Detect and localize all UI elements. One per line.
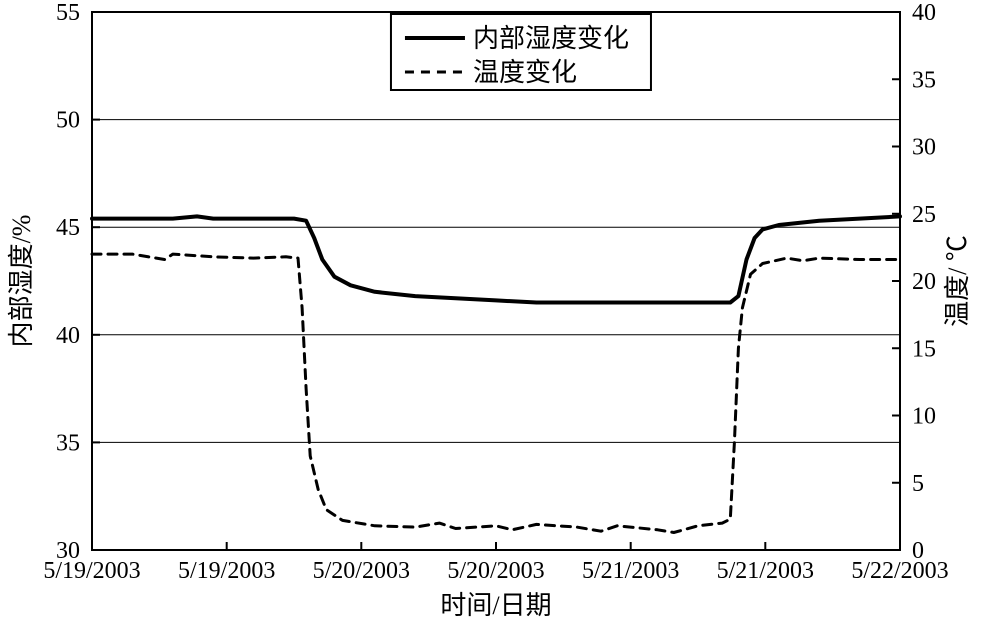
y-left-tick-label: 40 xyxy=(56,323,80,349)
legend-label: 内部湿度变化 xyxy=(473,24,629,53)
x-tick-label: 5/21/2003 xyxy=(717,558,814,584)
x-tick-label: 5/21/2003 xyxy=(582,558,679,584)
y-right-tick-label: 25 xyxy=(912,202,936,228)
chart-svg: 30354045505505101520253035405/19/20035/1… xyxy=(0,0,995,635)
x-tick-label: 5/19/2003 xyxy=(43,558,140,584)
y-left-tick-label: 55 xyxy=(56,0,80,26)
y-left-axis-label: 内部湿度/% xyxy=(7,215,36,348)
chart-container: 30354045505505101520253035405/19/20035/1… xyxy=(0,0,995,635)
y-right-tick-label: 30 xyxy=(912,135,936,161)
x-tick-label: 5/20/2003 xyxy=(447,558,544,584)
y-right-tick-label: 40 xyxy=(912,0,936,26)
y-right-tick-label: 35 xyxy=(912,67,936,93)
x-tick-label: 5/20/2003 xyxy=(313,558,410,584)
y-left-tick-label: 45 xyxy=(56,215,80,241)
y-left-tick-label: 50 xyxy=(56,108,80,134)
y-left-tick-label: 35 xyxy=(56,430,80,456)
y-right-tick-label: 10 xyxy=(912,404,936,430)
y-right-tick-label: 20 xyxy=(912,269,936,295)
x-axis-label: 时间/日期 xyxy=(440,591,551,620)
y-right-tick-label: 5 xyxy=(912,471,924,497)
x-tick-label: 5/19/2003 xyxy=(178,558,275,584)
y-right-axis-label: 温度/ ℃ xyxy=(943,235,972,327)
legend-label: 温度变化 xyxy=(473,58,577,87)
x-tick-label: 5/22/2003 xyxy=(851,558,948,584)
y-right-tick-label: 15 xyxy=(912,336,936,362)
